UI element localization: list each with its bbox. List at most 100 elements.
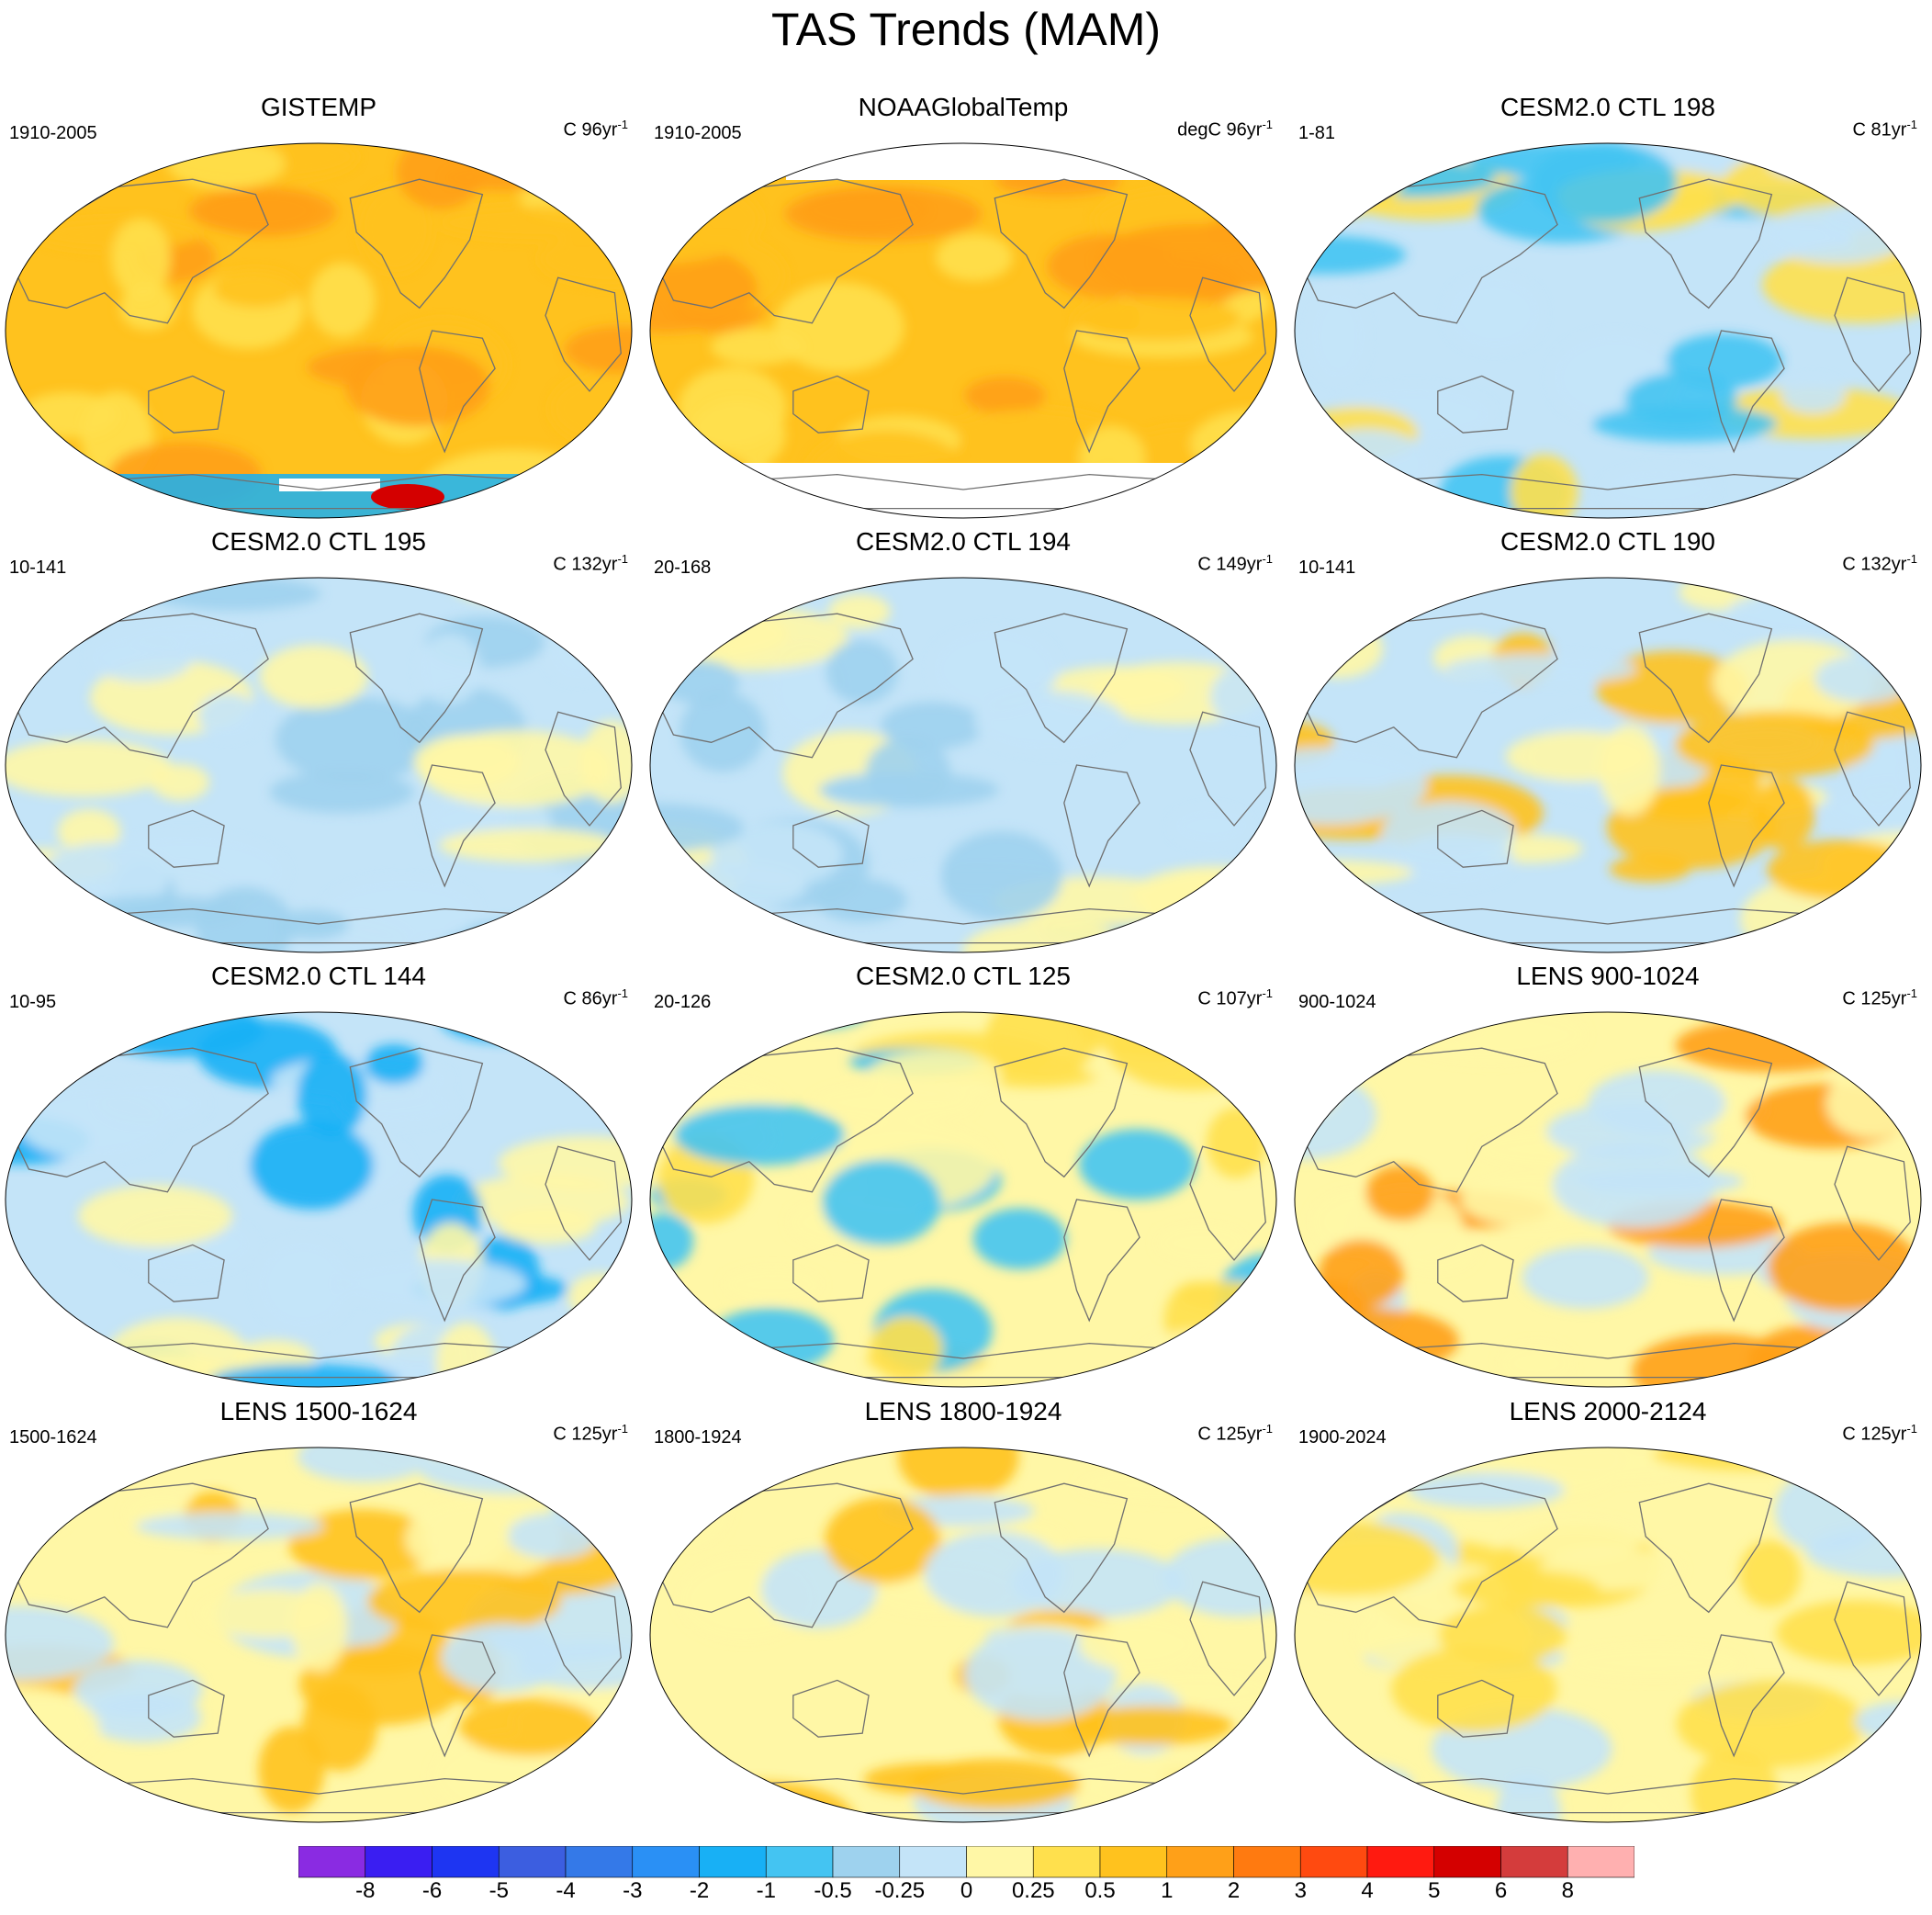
- coastline: [1063, 330, 1140, 454]
- world-map: [649, 1011, 1277, 1388]
- colorbar-tick-label: 4: [1361, 1878, 1374, 1903]
- panel-period-label: 1910-2005: [9, 123, 97, 143]
- colorbar-box: [1500, 1846, 1568, 1878]
- panel-units-label: degC 96yr-1: [1177, 118, 1273, 141]
- coastline: [1708, 1634, 1785, 1758]
- coastline: [792, 1679, 870, 1738]
- coastline: [148, 1679, 225, 1738]
- colorbar-tick-label: 6: [1494, 1878, 1508, 1903]
- coastline: [1189, 711, 1266, 827]
- units-superscript: -1: [617, 986, 628, 1000]
- world-map: [5, 142, 633, 519]
- units-superscript: -1: [1262, 1422, 1273, 1436]
- coastline: [419, 330, 496, 454]
- coastline: [419, 1634, 496, 1758]
- panel-units-label: C 125yr-1: [553, 1422, 628, 1446]
- world-map: [649, 577, 1277, 953]
- world-map: [5, 577, 633, 953]
- coastline: [994, 1482, 1129, 1614]
- colorbar-box: [1299, 1846, 1368, 1878]
- coastline: [1189, 276, 1266, 392]
- coastline: [994, 178, 1129, 310]
- coastline: [15, 178, 269, 324]
- panel-units-label: C 132yr-1: [1842, 552, 1917, 576]
- coastline: [148, 1244, 225, 1302]
- coastline: [349, 1047, 484, 1178]
- coastline: [15, 1482, 269, 1628]
- colorbar-box: [1233, 1846, 1301, 1878]
- colorbar-tick-label: 3: [1294, 1878, 1307, 1903]
- colorbar-tick-label: -1: [756, 1878, 776, 1903]
- map-panel: CESM2.0 CTL 144 10-95 C 86yr-1: [0, 961, 637, 1392]
- colorbar-tick-label: -2: [689, 1878, 710, 1903]
- coastline: [1063, 1199, 1140, 1323]
- coastline: [1834, 276, 1911, 392]
- world-map: [5, 1447, 633, 1823]
- units-text: C 96yr: [563, 119, 618, 141]
- colorbar-box: [699, 1846, 767, 1878]
- panel-title: CESM2.0 CTL 195: [211, 527, 426, 556]
- panel-period-label: 20-126: [654, 992, 712, 1012]
- colorbar-box: [1032, 1846, 1101, 1878]
- units-superscript: -1: [1906, 552, 1917, 566]
- panel-period-label: 10-95: [9, 992, 57, 1012]
- units-text: C 86yr: [563, 988, 618, 1009]
- panel-title: NOAAGlobalTemp: [858, 93, 1069, 121]
- panel-title: LENS 1500-1624: [219, 1397, 418, 1425]
- colorbar-box: [966, 1846, 1034, 1878]
- map-panel: CESM2.0 CTL 125 20-126 C 107yr-1: [645, 961, 1282, 1392]
- map-panel: LENS 2000-2124 1900-2024 C 125yr-1: [1289, 1396, 1926, 1828]
- panel-period-label: 1-81: [1298, 123, 1336, 143]
- units-text: C 81yr: [1852, 119, 1907, 141]
- coastline: [349, 613, 484, 744]
- panel-units-label: C 107yr-1: [1197, 986, 1273, 1010]
- units-text: C 125yr: [1842, 1424, 1907, 1445]
- coastline: [1834, 711, 1911, 827]
- colorbar-box: [1567, 1846, 1634, 1878]
- panel-period-label: 1910-2005: [654, 123, 742, 143]
- panel-title: CESM2.0 CTL 198: [1500, 93, 1715, 121]
- panel-period-label: 10-141: [1298, 558, 1356, 578]
- main-title: TAS Trends (MAM): [770, 4, 1162, 55]
- coastline: [1189, 1581, 1266, 1696]
- colorbar-box: [765, 1846, 834, 1878]
- coastline: [419, 1199, 496, 1323]
- colorbar-box: [832, 1846, 901, 1878]
- colorbar-box: [298, 1846, 366, 1878]
- panel-title: CESM2.0 CTL 144: [211, 962, 426, 990]
- coastline: [1638, 178, 1773, 310]
- colorbar-tick-label: -0.5: [814, 1878, 852, 1903]
- panel-title: LENS 1800-1924: [864, 1397, 1062, 1425]
- coastline: [1437, 375, 1514, 434]
- coastline: [1304, 178, 1558, 324]
- panel-period-label: 900-1024: [1298, 992, 1376, 1012]
- coastline: [545, 1581, 622, 1696]
- coastline: [419, 764, 496, 888]
- coastline: [1437, 1244, 1514, 1302]
- coastline: [148, 809, 225, 868]
- colorbar-tick-label: 1: [1161, 1878, 1174, 1903]
- panel-units-label: C 125yr-1: [1197, 1422, 1273, 1446]
- coastline: [1437, 1679, 1514, 1738]
- map-panel: CESM2.0 CTL 194 20-168 C 149yr-1: [645, 526, 1282, 958]
- coastline: [545, 276, 622, 392]
- colorbar-box: [565, 1846, 634, 1878]
- colorbar-box: [432, 1846, 500, 1878]
- world-map: [649, 142, 1277, 519]
- coastline: [15, 613, 269, 759]
- world-map: [649, 1447, 1277, 1823]
- world-map: [1294, 1011, 1922, 1388]
- coastline: [659, 1482, 914, 1628]
- panel-units-label: C 86yr-1: [564, 986, 628, 1010]
- coastline: [1304, 1482, 1558, 1628]
- units-superscript: -1: [1262, 118, 1273, 131]
- coastline: [1834, 1581, 1911, 1696]
- units-text: C 125yr: [553, 1424, 618, 1445]
- units-superscript: -1: [617, 118, 628, 131]
- coastline: [792, 1244, 870, 1302]
- units-superscript: -1: [1906, 1422, 1917, 1436]
- panel-units-label: C 125yr-1: [1842, 1422, 1917, 1446]
- units-text: C 132yr: [1842, 554, 1907, 575]
- coastline: [1638, 1047, 1773, 1178]
- panel-units-label: C 132yr-1: [553, 552, 628, 576]
